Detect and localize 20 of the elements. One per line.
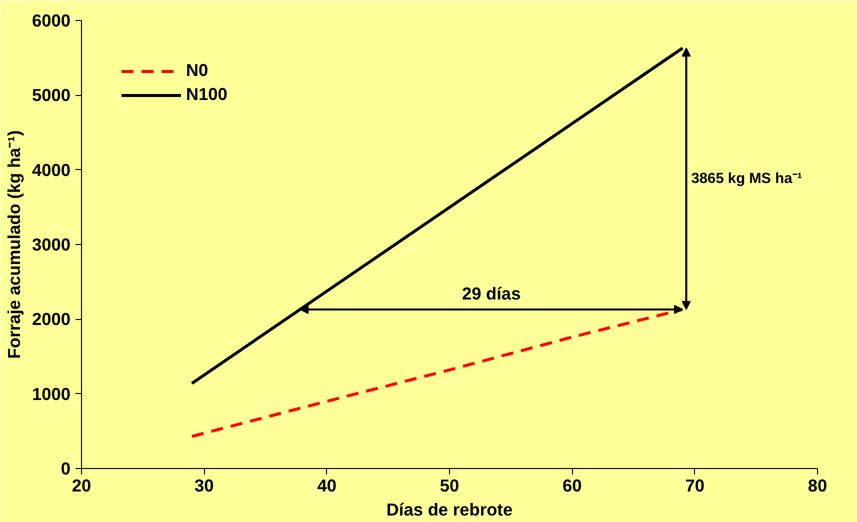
y-tick-label: 4000 <box>32 160 71 180</box>
y-axis-title: Forraje acumulado (kg ha⁻¹) <box>4 130 24 359</box>
y-tick-label: 0 <box>60 458 71 478</box>
y-tick-label: 6000 <box>32 10 71 30</box>
x-tick-label: 80 <box>808 476 828 496</box>
y-tick-label: 3000 <box>32 234 71 254</box>
x-axis-title: Días de rebrote <box>386 500 513 520</box>
x-tick-label: 40 <box>317 476 336 496</box>
annotation: 29 días <box>462 283 521 304</box>
legend-label: N0 <box>186 60 208 81</box>
x-tick-label: 60 <box>562 476 582 496</box>
y-tick-label: 1000 <box>32 384 71 404</box>
y-tick-label: 2000 <box>32 309 71 330</box>
x-tick-label: 30 <box>194 476 214 496</box>
x-tick-label: 70 <box>685 476 704 496</box>
y-tick-label: 5000 <box>32 85 71 106</box>
annotation: 3865 kg MS ha⁻¹ <box>691 170 802 187</box>
legend-label: N100 <box>186 84 228 105</box>
x-tick-label: 50 <box>440 476 460 496</box>
x-tick-label: 20 <box>72 476 92 496</box>
